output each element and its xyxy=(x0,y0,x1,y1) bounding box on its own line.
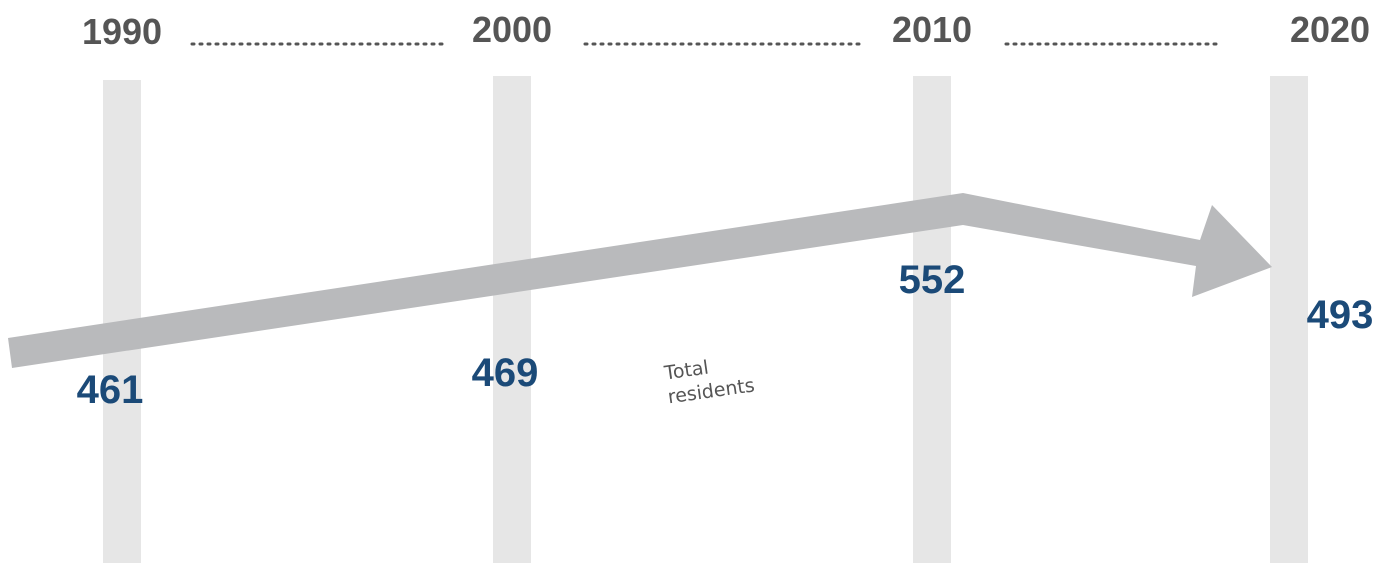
year-label: 2010 xyxy=(892,9,972,50)
year-band xyxy=(913,76,951,563)
value-label: 469 xyxy=(472,351,539,395)
year-label: 2020 xyxy=(1290,9,1370,50)
year-label: 2000 xyxy=(472,9,552,50)
value-label: 493 xyxy=(1307,293,1374,337)
value-label: 461 xyxy=(77,368,144,412)
value-label: 552 xyxy=(899,258,966,302)
trend-arrow xyxy=(8,193,1272,368)
year-band xyxy=(493,76,531,563)
year-band xyxy=(1270,76,1308,563)
year-label: 1990 xyxy=(82,11,162,52)
